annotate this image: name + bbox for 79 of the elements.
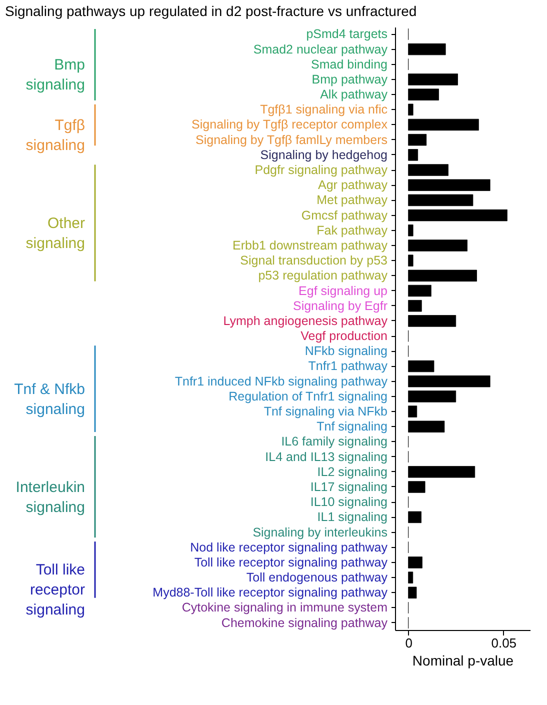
y-tick-label: pSmd4 targets xyxy=(306,27,388,42)
y-tick-label: Lymph angiogenesis pathway xyxy=(223,314,388,328)
y-tick-label: Tgfβ1 signaling via nfic xyxy=(260,102,388,117)
text: Bmp signaling xyxy=(26,56,85,94)
y-tick-label: Signaling by hedgehog xyxy=(260,148,388,162)
y-tick-label: Fak pathway xyxy=(316,223,388,238)
y-tick-label: Smad binding xyxy=(311,57,388,72)
y-tick-label: Egf signaling up xyxy=(298,284,388,298)
bar xyxy=(408,209,508,222)
y-tick-label: Myd88-Toll like receptor signaling pathway xyxy=(152,586,388,600)
x-tick-label: 0.05 xyxy=(491,636,517,650)
y-tick-label: Smad2 nuclear pathway xyxy=(253,42,388,56)
y-tick-label: Cytokine signaling in immune system xyxy=(182,600,388,615)
bar xyxy=(408,224,414,236)
y-tick-label: Vegf production xyxy=(300,329,388,344)
y-tick-label: IL17 signaling xyxy=(310,480,388,494)
bar xyxy=(408,254,414,266)
y-tick-label: IL6 family signaling xyxy=(281,434,388,449)
y-tick-label: p53 regulation pathway xyxy=(258,268,388,283)
y-tick-label: Signaling by Tgfβ receptor complex xyxy=(192,118,388,132)
text: Tgfβ signaling xyxy=(26,116,86,154)
bar xyxy=(408,511,422,524)
y-tick-label: IL4 and IL13 signaling xyxy=(265,450,388,464)
bar xyxy=(408,134,427,146)
y-tick-label: Tnfr1 pathway xyxy=(308,359,388,374)
y-tick-label: Tnf signaling xyxy=(316,420,388,434)
y-tick-label: Signaling by Tgfβ famlLy members xyxy=(196,132,388,147)
bar xyxy=(408,88,439,100)
bar xyxy=(408,360,434,372)
text: Signaling pathways up regulated in d2 post-fracture vs unfractured xyxy=(5,3,417,19)
bar xyxy=(408,315,456,327)
y-tick-label: Signal transduction by p53 xyxy=(240,254,388,268)
y-tick-label: IL2 signaling xyxy=(317,464,388,479)
bar xyxy=(408,118,479,131)
bar xyxy=(408,481,426,493)
y-tick-label: Signaling by Egfr xyxy=(292,298,388,313)
bar xyxy=(408,284,432,297)
y-tick-label: Bmp pathway xyxy=(312,72,388,86)
x-tick-label: 0 xyxy=(405,636,412,650)
y-tick-label: IL1 signaling xyxy=(317,510,388,524)
bar xyxy=(408,406,418,418)
y-tick-label: Pdgfr signaling pathway xyxy=(254,163,388,178)
bar xyxy=(408,300,422,312)
bar xyxy=(408,179,490,191)
y-tick-label: Agr pathway xyxy=(318,178,388,192)
bar xyxy=(408,390,456,402)
bar xyxy=(408,240,468,252)
bar xyxy=(408,466,476,478)
y-tick-label: Toll like receptor signaling pathway xyxy=(194,555,388,570)
bar xyxy=(408,164,448,176)
bar xyxy=(408,572,414,584)
y-tick-label: Signaling by interleukins xyxy=(252,525,388,540)
bar xyxy=(408,74,458,86)
text: Toll like receptor signaling xyxy=(26,562,85,619)
text: Other signaling xyxy=(26,214,86,252)
x-axis-title: Nominal p-value xyxy=(412,652,514,668)
bar xyxy=(408,270,477,282)
y-tick-label: Regulation of Tnfr1 signaling xyxy=(228,389,388,404)
bar xyxy=(408,194,474,206)
bar xyxy=(408,420,445,432)
bar xyxy=(408,375,490,388)
bar xyxy=(408,43,446,56)
y-tick-label: Alk pathway xyxy=(320,88,388,102)
y-tick-label: Gmcsf pathway xyxy=(301,208,388,222)
text: Interleukin signaling xyxy=(16,478,85,516)
y-tick-label: Met pathway xyxy=(316,193,388,208)
y-tick-label: Erbb1 downstream pathway xyxy=(232,238,388,252)
bar xyxy=(408,104,414,116)
bar xyxy=(408,149,418,161)
bar xyxy=(408,586,417,599)
y-tick-label: Tnfr1 induced NFkb signaling pathway xyxy=(174,374,388,388)
y-tick-label: Nod like receptor signaling pathway xyxy=(190,540,388,554)
y-tick-label: NFkb signaling xyxy=(304,344,388,358)
y-tick-label: IL10 signaling xyxy=(310,495,388,510)
y-tick-label: Tnf signaling via NFkb xyxy=(264,404,388,419)
text: Tnf & Nfkb signaling xyxy=(14,380,85,418)
y-tick-label: Toll endogenous pathway xyxy=(246,570,388,585)
y-tick-label: Chemokine signaling pathway xyxy=(221,616,388,630)
bar xyxy=(408,556,422,568)
